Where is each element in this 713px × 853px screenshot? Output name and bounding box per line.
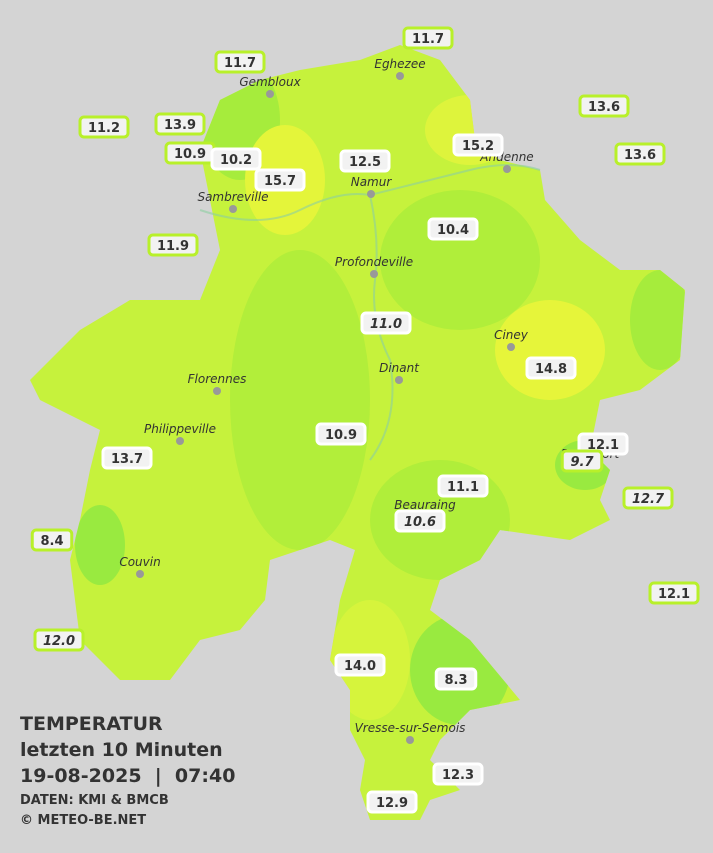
station-box [315, 422, 367, 446]
city-name: Sambreville [197, 190, 268, 204]
station-value: 11.2 [88, 121, 120, 136]
station-box [360, 311, 412, 335]
city-name: Profondeville [335, 255, 413, 269]
station-value: 14.0 [344, 659, 376, 674]
subtitle: letzten 10 Minuten [20, 739, 223, 761]
station-value: 12.9 [376, 796, 408, 811]
city-name: Gembloux [239, 75, 301, 89]
station-value: 10.9 [174, 147, 206, 162]
station-box [214, 50, 266, 74]
station-box [560, 449, 604, 473]
station-box [101, 446, 153, 470]
station-value: 15.2 [462, 139, 494, 154]
station-box [210, 147, 262, 171]
station-value: 12.1 [587, 438, 619, 453]
source: DATEN: KMI & BMCB [20, 793, 169, 808]
station-box [578, 94, 630, 118]
station-value: 11.0 [370, 317, 402, 332]
station-box [394, 509, 446, 533]
station-box [30, 528, 74, 552]
station-value: 14.8 [535, 362, 567, 377]
station-value: 12.7 [632, 492, 665, 507]
station-box [147, 233, 199, 257]
city-dot [266, 90, 274, 98]
station-value: 9.7 [570, 455, 594, 470]
station-value: 12.1 [658, 587, 690, 602]
station-value: 10.4 [437, 223, 469, 238]
city-name: Ciney [494, 328, 529, 342]
city-dot [213, 387, 221, 395]
station-box [432, 762, 484, 786]
station-value: 11.1 [447, 480, 479, 495]
city-dot [396, 72, 404, 80]
station-box [525, 356, 577, 380]
city-name: Philippeville [144, 422, 216, 436]
city-dot [367, 190, 375, 198]
city-name: Eghezee [374, 57, 425, 71]
station-value: 8.4 [40, 534, 63, 549]
station-value: 12.5 [349, 155, 381, 170]
city-dot [229, 205, 237, 213]
station-value: 11.7 [412, 32, 444, 47]
title: TEMPERATUR [20, 713, 163, 735]
city-dot [503, 165, 511, 173]
station-box [78, 115, 130, 139]
city-name: Vresse-sur-Semois [355, 721, 466, 735]
city-dot [176, 437, 184, 445]
station-value: 13.7 [111, 452, 143, 467]
station-value: 8.3 [444, 673, 467, 688]
station-value: 10.2 [220, 153, 252, 168]
station-box [402, 26, 454, 50]
station-box [366, 790, 418, 814]
station-value: 15.7 [264, 174, 296, 189]
station-value: 11.9 [157, 239, 189, 254]
city-name: Dinant [379, 361, 420, 375]
station-value: 13.9 [164, 118, 196, 133]
city-name: Beauraing [394, 498, 456, 512]
city-dot [136, 570, 144, 578]
station-value: 13.6 [624, 148, 656, 163]
city-dot [406, 736, 414, 744]
city-dot [370, 270, 378, 278]
station-box [452, 133, 504, 157]
station-box [334, 653, 386, 677]
station-value: 12.3 [442, 768, 474, 783]
station-box [254, 168, 306, 192]
copyright: © METEO-BE.NET [20, 813, 146, 828]
station-box [648, 581, 700, 605]
city-name: Namur [351, 175, 393, 189]
station-value: 10.9 [325, 428, 357, 443]
city-dot [507, 343, 515, 351]
city-dot [395, 376, 403, 384]
station-value: 12.0 [43, 634, 75, 649]
station-box [427, 217, 479, 241]
station-box [614, 142, 666, 166]
station-value: 13.6 [588, 100, 620, 115]
station-box [437, 474, 489, 498]
station-box [154, 112, 206, 136]
station-box [33, 628, 85, 652]
datetime: 19-08-2025 | 07:40 [20, 765, 235, 787]
station-value: 11.7 [224, 56, 256, 71]
city-name: Florennes [188, 372, 247, 386]
station-value: 10.6 [404, 515, 436, 530]
station-box [339, 149, 391, 173]
city-name: Couvin [119, 555, 160, 569]
station-box [434, 667, 478, 691]
station-box [622, 486, 674, 510]
